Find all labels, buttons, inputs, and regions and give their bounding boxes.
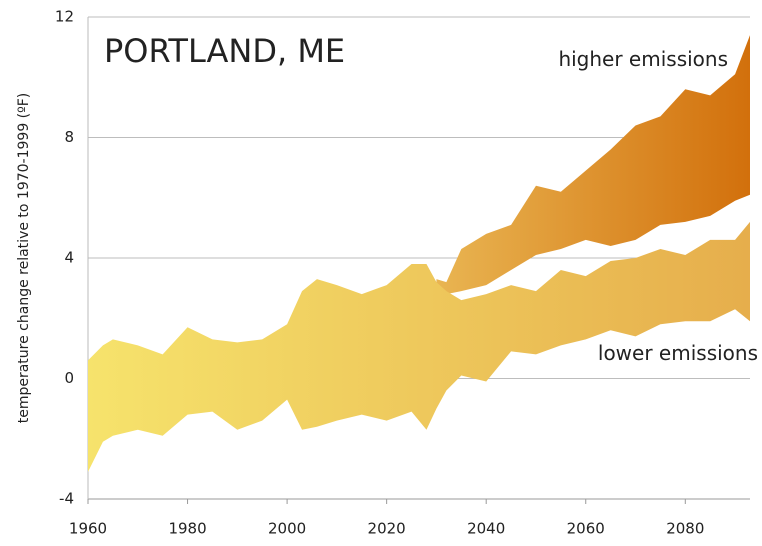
x-tick-label: 2020 xyxy=(368,520,406,538)
chart-title: PORTLAND, ME xyxy=(104,32,345,70)
band-area xyxy=(88,221,750,472)
y-tick-label: 0 xyxy=(64,369,74,387)
y-tick-label: 4 xyxy=(64,249,74,267)
x-tick-label: 1980 xyxy=(168,520,206,538)
x-tick-label: 2060 xyxy=(567,520,605,538)
y-tick-label: -4 xyxy=(59,490,74,508)
x-tick-label: 2080 xyxy=(666,520,704,538)
x-tick-label: 1960 xyxy=(69,520,107,538)
y-axis-label: temperature change relative to 1970-1999… xyxy=(16,93,32,424)
series-label: higher emissions xyxy=(558,47,728,71)
y-tick-label: 12 xyxy=(55,8,74,26)
x-tick-label: 2040 xyxy=(467,520,505,538)
band-area xyxy=(436,35,750,301)
x-tick-label: 2000 xyxy=(268,520,306,538)
series-label: lower emissions xyxy=(598,341,758,365)
y-tick-label: 8 xyxy=(64,128,74,146)
